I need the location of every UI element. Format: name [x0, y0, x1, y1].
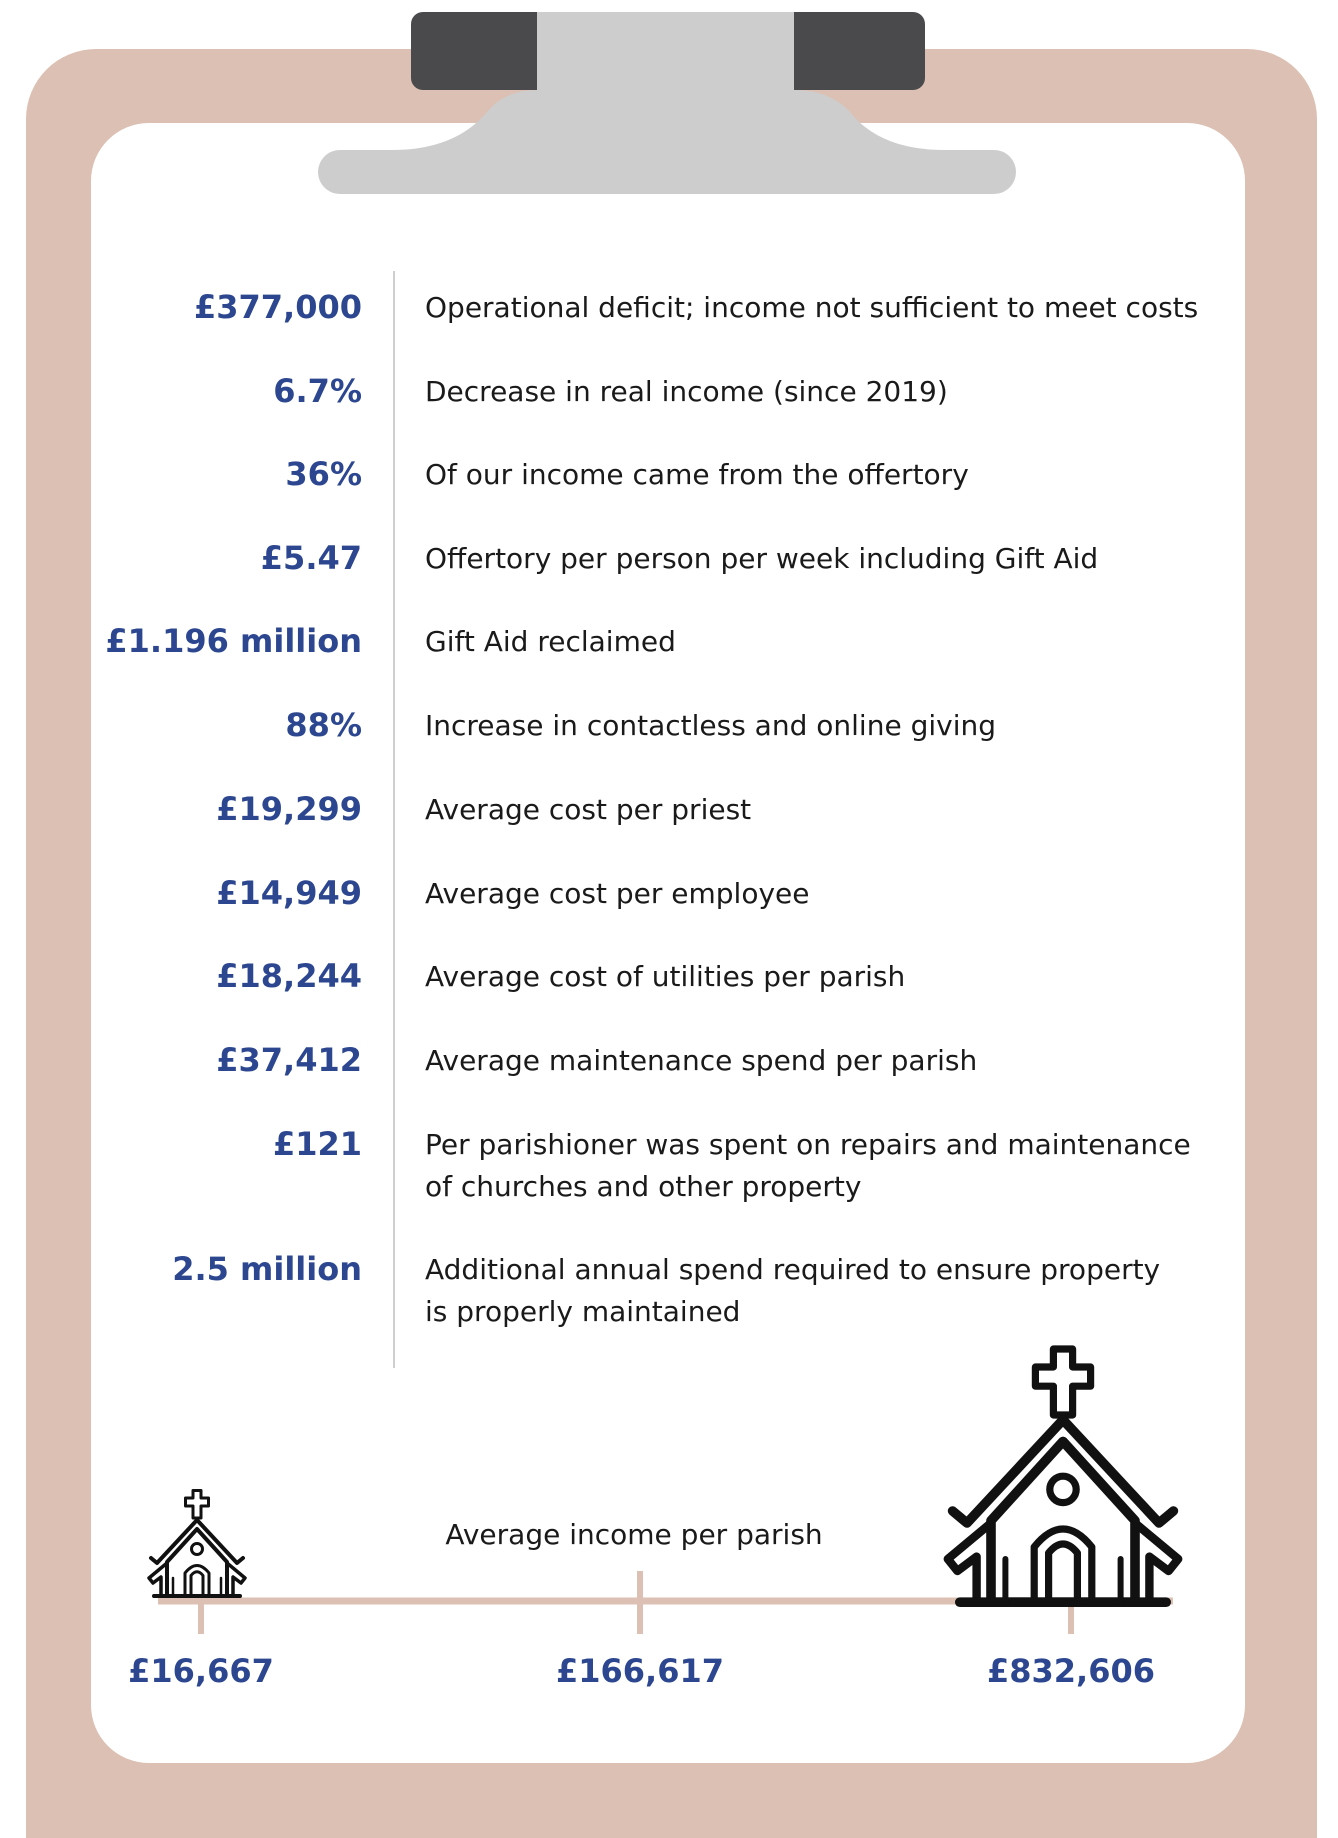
stat-value: 2.5 million	[172, 1250, 362, 1288]
stat-value: £5.47	[261, 539, 362, 577]
stat-label: Per parishioner was spent on repairs and…	[425, 1128, 1191, 1161]
stat-label: Average maintenance spend per parish	[425, 1044, 977, 1077]
stat-label: Average cost of utilities per parish	[425, 960, 905, 993]
income-title: Average income per parish	[445, 1518, 822, 1551]
stat-value: £18,244	[216, 957, 362, 995]
stat-label: Offertory per person per week including …	[425, 542, 1098, 575]
stat-label: of churches and other property	[425, 1170, 861, 1203]
stat-label: Operational deficit; income not sufficie…	[425, 291, 1198, 324]
stat-label: is properly maintained	[425, 1295, 740, 1328]
stat-label: Of our income came from the offertory	[425, 458, 969, 491]
stat-value: £14,949	[216, 874, 362, 912]
stat-label: Additional annual spend required to ensu…	[425, 1253, 1160, 1286]
stat-label: Average cost per priest	[425, 793, 751, 826]
stat-value: £1.196 million	[105, 622, 362, 660]
stat-label: Average cost per employee	[425, 877, 810, 910]
income-value: £166,617	[556, 1652, 724, 1690]
stat-value: 88%	[285, 706, 362, 744]
income-value: £832,606	[987, 1652, 1155, 1690]
stat-value: £37,412	[216, 1041, 362, 1079]
income-value: £16,667	[128, 1652, 274, 1690]
stat-value: £377,000	[194, 288, 362, 326]
paper	[91, 123, 1245, 1763]
stat-label: Increase in contactless and online givin…	[425, 709, 996, 742]
stat-value: £19,299	[216, 790, 362, 828]
stat-label: Decrease in real income (since 2019)	[425, 375, 948, 408]
stat-value: £121	[273, 1125, 362, 1163]
stat-value: 36%	[285, 455, 362, 493]
income-points: £16,667 £166,617 £832,606	[128, 1652, 1155, 1690]
stat-label: Gift Aid reclaimed	[425, 625, 676, 658]
stats: £377,000 Operational deficit; income not …	[105, 288, 1198, 1328]
stat-value: 6.7%	[273, 372, 362, 410]
clip	[318, 12, 1016, 194]
